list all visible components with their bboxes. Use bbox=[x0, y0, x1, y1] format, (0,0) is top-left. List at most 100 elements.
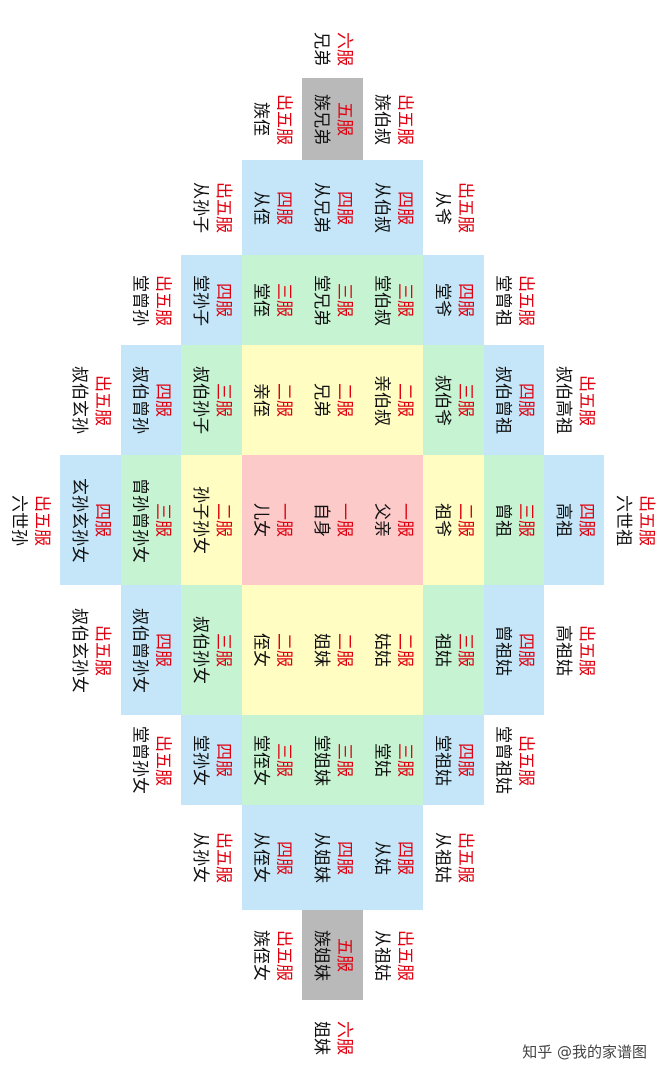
relative-name: 堂侄 bbox=[250, 283, 271, 317]
kin-cell: 四服 从姑 bbox=[362, 805, 424, 910]
relative-name: 儿女 bbox=[250, 503, 271, 537]
relative-name: 从伯叔 bbox=[371, 182, 392, 233]
mourning-rank: 三服 bbox=[273, 283, 294, 317]
mourning-rank: 一服 bbox=[273, 503, 294, 537]
mourning-rank: 四服 bbox=[394, 840, 415, 875]
mourning-rank: 出五服 bbox=[575, 624, 596, 676]
relative-name: 堂姑 bbox=[371, 743, 392, 777]
mourning-rank: 四服 bbox=[213, 743, 234, 777]
mourning-rank: 出五服 bbox=[515, 274, 536, 326]
mourning-rank: 五服 bbox=[333, 938, 354, 972]
relative-name: 族伯叔 bbox=[371, 93, 392, 145]
relative-name: 曾祖姑 bbox=[492, 624, 513, 676]
relative-name: 父亲 bbox=[371, 503, 392, 537]
mourning-rank: 四服 bbox=[515, 633, 536, 667]
mourning-rank: 出五服 bbox=[92, 624, 113, 676]
mourning-rank: 六服 bbox=[333, 32, 354, 66]
kin-cell: 二服 侄女 bbox=[241, 585, 303, 715]
mourning-rank: 四服 bbox=[273, 190, 294, 225]
kin-cell: 一服 自身 bbox=[302, 455, 363, 585]
relative-name: 堂侄女 bbox=[250, 734, 271, 786]
kin-cell: 四服 堂孙女 bbox=[181, 715, 242, 805]
kin-cell: 出五服 从孙子 bbox=[181, 160, 242, 255]
kin-cell: 出五服 高祖姑 bbox=[544, 585, 605, 715]
mourning-rank: 三服 bbox=[213, 633, 234, 667]
mourning-rank: 六服 bbox=[333, 1020, 354, 1055]
kin-cell: 四服 堂爷 bbox=[423, 255, 484, 345]
kin-cell: 二服 祖爷 bbox=[423, 455, 484, 585]
mourning-rank: 出五服 bbox=[213, 832, 234, 883]
mourning-rank: 出五服 bbox=[273, 93, 294, 145]
mourning-rank: 出五服 bbox=[394, 929, 415, 981]
kin-cell: 出五服 族侄女 bbox=[241, 910, 303, 1000]
relative-name: 族侄 bbox=[250, 102, 271, 136]
mourning-rank: 二服 bbox=[273, 383, 294, 417]
mourning-rank: 三服 bbox=[333, 283, 354, 317]
mourning-rank: 四服 bbox=[575, 503, 596, 537]
relative-name: 堂孙女 bbox=[190, 734, 211, 786]
relative-name: 亲侄 bbox=[250, 383, 271, 417]
kin-cell: 二服 亲伯叔 bbox=[362, 345, 424, 455]
kin-cell: 二服 兄弟 bbox=[302, 345, 363, 455]
kin-cell: 出五服 堂曾祖姑 bbox=[483, 715, 545, 805]
relative-name: 从姐妹 bbox=[310, 832, 331, 883]
mourning-rank: 四服 bbox=[273, 840, 294, 875]
mourning-rank: 四服 bbox=[213, 283, 234, 317]
relative-name: 从兄弟 bbox=[310, 182, 331, 233]
mourning-rank: 三服 bbox=[213, 383, 234, 417]
relative-name: 叔伯曾孙女 bbox=[129, 607, 150, 693]
mourning-rank: 二服 bbox=[394, 383, 415, 417]
relative-name: 堂曾孙 bbox=[129, 274, 150, 326]
mourning-rank: 四服 bbox=[333, 840, 354, 875]
relative-name: 六世孙 bbox=[8, 494, 29, 546]
mourning-rank: 四服 bbox=[92, 503, 113, 537]
relative-name: 兄弟 bbox=[310, 383, 331, 417]
mourning-rank: 三服 bbox=[152, 503, 173, 537]
mourning-rank: 出五服 bbox=[454, 832, 475, 883]
relative-name: 从爷 bbox=[431, 190, 452, 225]
mourning-rank: 二服 bbox=[333, 383, 354, 417]
relative-name: 从祖姑 bbox=[371, 929, 392, 981]
kin-cell: 三服 叔伯孙子 bbox=[181, 345, 242, 455]
mourning-rank: 出五服 bbox=[394, 93, 415, 145]
relative-name: 族姐妹 bbox=[310, 929, 331, 981]
relative-name: 叔伯曾孙 bbox=[129, 366, 150, 434]
mourning-rank: 二服 bbox=[394, 633, 415, 667]
kin-cell: 三服 曾祖 bbox=[483, 455, 545, 585]
kin-cell: 出五服 从祖姑 bbox=[362, 910, 424, 1000]
relative-name: 堂兄弟 bbox=[310, 274, 331, 326]
kin-cell: 四服 叔伯曾孙女 bbox=[120, 585, 182, 715]
kin-cell: 出五服 六世孙 bbox=[0, 455, 61, 585]
relative-name: 叔伯曾祖 bbox=[492, 366, 513, 434]
relative-name: 玄孙玄孙女 bbox=[69, 477, 90, 563]
mourning-rank: 一服 bbox=[394, 503, 415, 537]
relative-name: 堂孙子 bbox=[190, 274, 211, 326]
relative-name: 叔伯玄孙女 bbox=[69, 607, 90, 693]
relative-name: 姐妹 bbox=[310, 633, 331, 667]
relative-name: 叔伯爷 bbox=[431, 374, 452, 426]
relative-name: 叔伯玄孙 bbox=[69, 366, 90, 434]
kin-cell: 四服 叔伯曾孙 bbox=[120, 345, 182, 455]
relative-name: 兄弟 bbox=[310, 32, 331, 66]
mourning-rank: 出五服 bbox=[454, 182, 475, 233]
mourning-rank: 出五服 bbox=[636, 494, 657, 546]
mourning-rank: 一服 bbox=[333, 503, 354, 537]
mourning-rank: 出五服 bbox=[152, 274, 173, 326]
kin-cell: 四服 从姐妹 bbox=[302, 805, 363, 910]
mourning-rank: 五服 bbox=[333, 102, 354, 136]
kin-cell: 出五服 堂曾孙女 bbox=[120, 715, 182, 805]
relative-name: 祖姑 bbox=[431, 633, 452, 667]
kin-cell: 三服 祖姑 bbox=[423, 585, 484, 715]
mourning-rank: 出五服 bbox=[31, 494, 52, 546]
kin-cell: 五服 族兄弟 bbox=[302, 78, 363, 160]
kin-cell: 出五服 叔伯玄孙 bbox=[60, 345, 121, 455]
relative-name: 从孙女 bbox=[190, 832, 211, 883]
relative-name: 堂姐妹 bbox=[310, 734, 331, 786]
relative-name: 曾祖 bbox=[492, 503, 513, 537]
mourning-rank: 出五服 bbox=[515, 734, 536, 786]
relative-name: 姑姑 bbox=[371, 633, 392, 667]
relative-name: 侄女 bbox=[250, 633, 271, 667]
relative-name: 堂爷 bbox=[431, 283, 452, 317]
